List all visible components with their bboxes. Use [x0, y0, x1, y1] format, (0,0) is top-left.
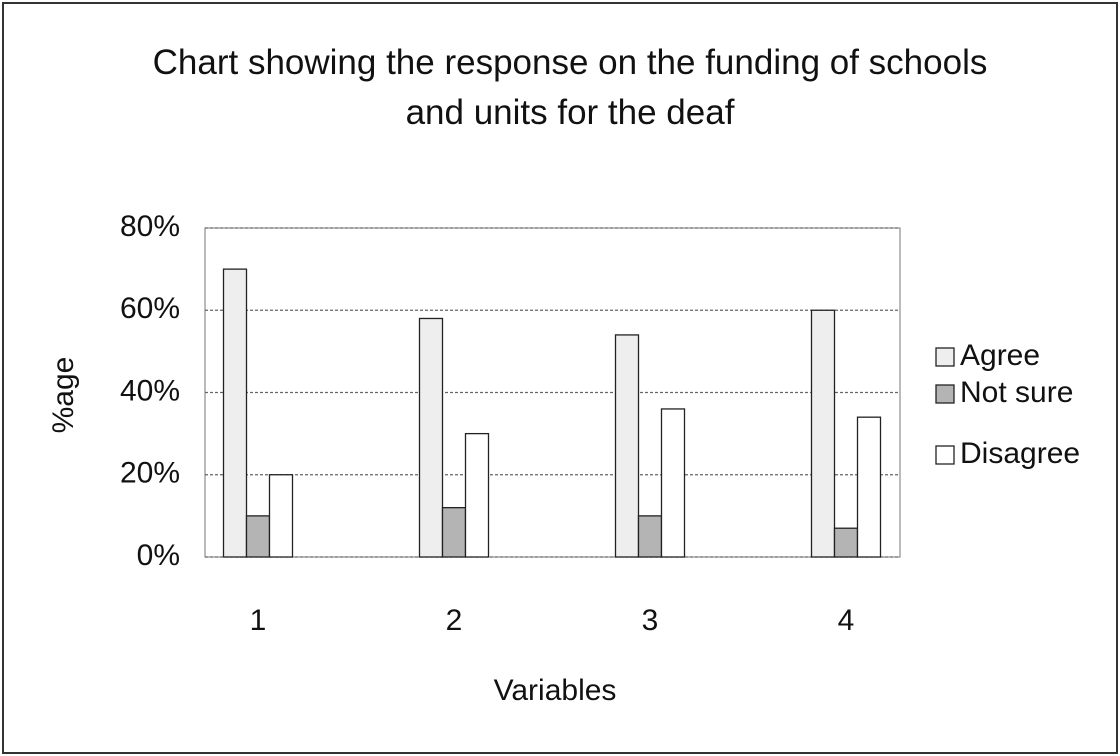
- bar: [245, 515, 271, 558]
- chart-title: Chart showing the response on the fundin…: [152, 43, 988, 132]
- bar: [268, 474, 294, 558]
- bar: [856, 416, 882, 558]
- bar: [660, 408, 686, 558]
- bar: [614, 334, 640, 558]
- legend-label: Not sure: [960, 376, 1073, 409]
- bar: [222, 268, 248, 558]
- y-tick-label: 60%: [120, 292, 180, 325]
- x-tick-label: 1: [250, 604, 267, 637]
- x-tick-label: 2: [446, 604, 463, 637]
- bar: [833, 527, 859, 558]
- y-axis-label: %age: [47, 357, 80, 434]
- y-tick-label: 20%: [120, 457, 180, 490]
- legend-swatch: [935, 445, 955, 465]
- bar: [637, 515, 663, 558]
- y-tick-label: 40%: [120, 374, 180, 407]
- x-tick-label: 4: [838, 604, 855, 637]
- legend-swatch: [935, 347, 955, 367]
- legend-label: Agree: [960, 339, 1040, 372]
- bar: [464, 432, 490, 558]
- bar: [441, 506, 467, 558]
- bar: [810, 309, 836, 558]
- x-axis-label: Variables: [494, 674, 617, 707]
- bar: [418, 317, 444, 558]
- legend-label: Disagree: [960, 437, 1080, 470]
- legend-swatch: [935, 384, 955, 404]
- y-tick-label: 0%: [137, 539, 180, 572]
- x-tick-label: 3: [642, 604, 659, 637]
- y-tick-label: 80%: [120, 210, 180, 243]
